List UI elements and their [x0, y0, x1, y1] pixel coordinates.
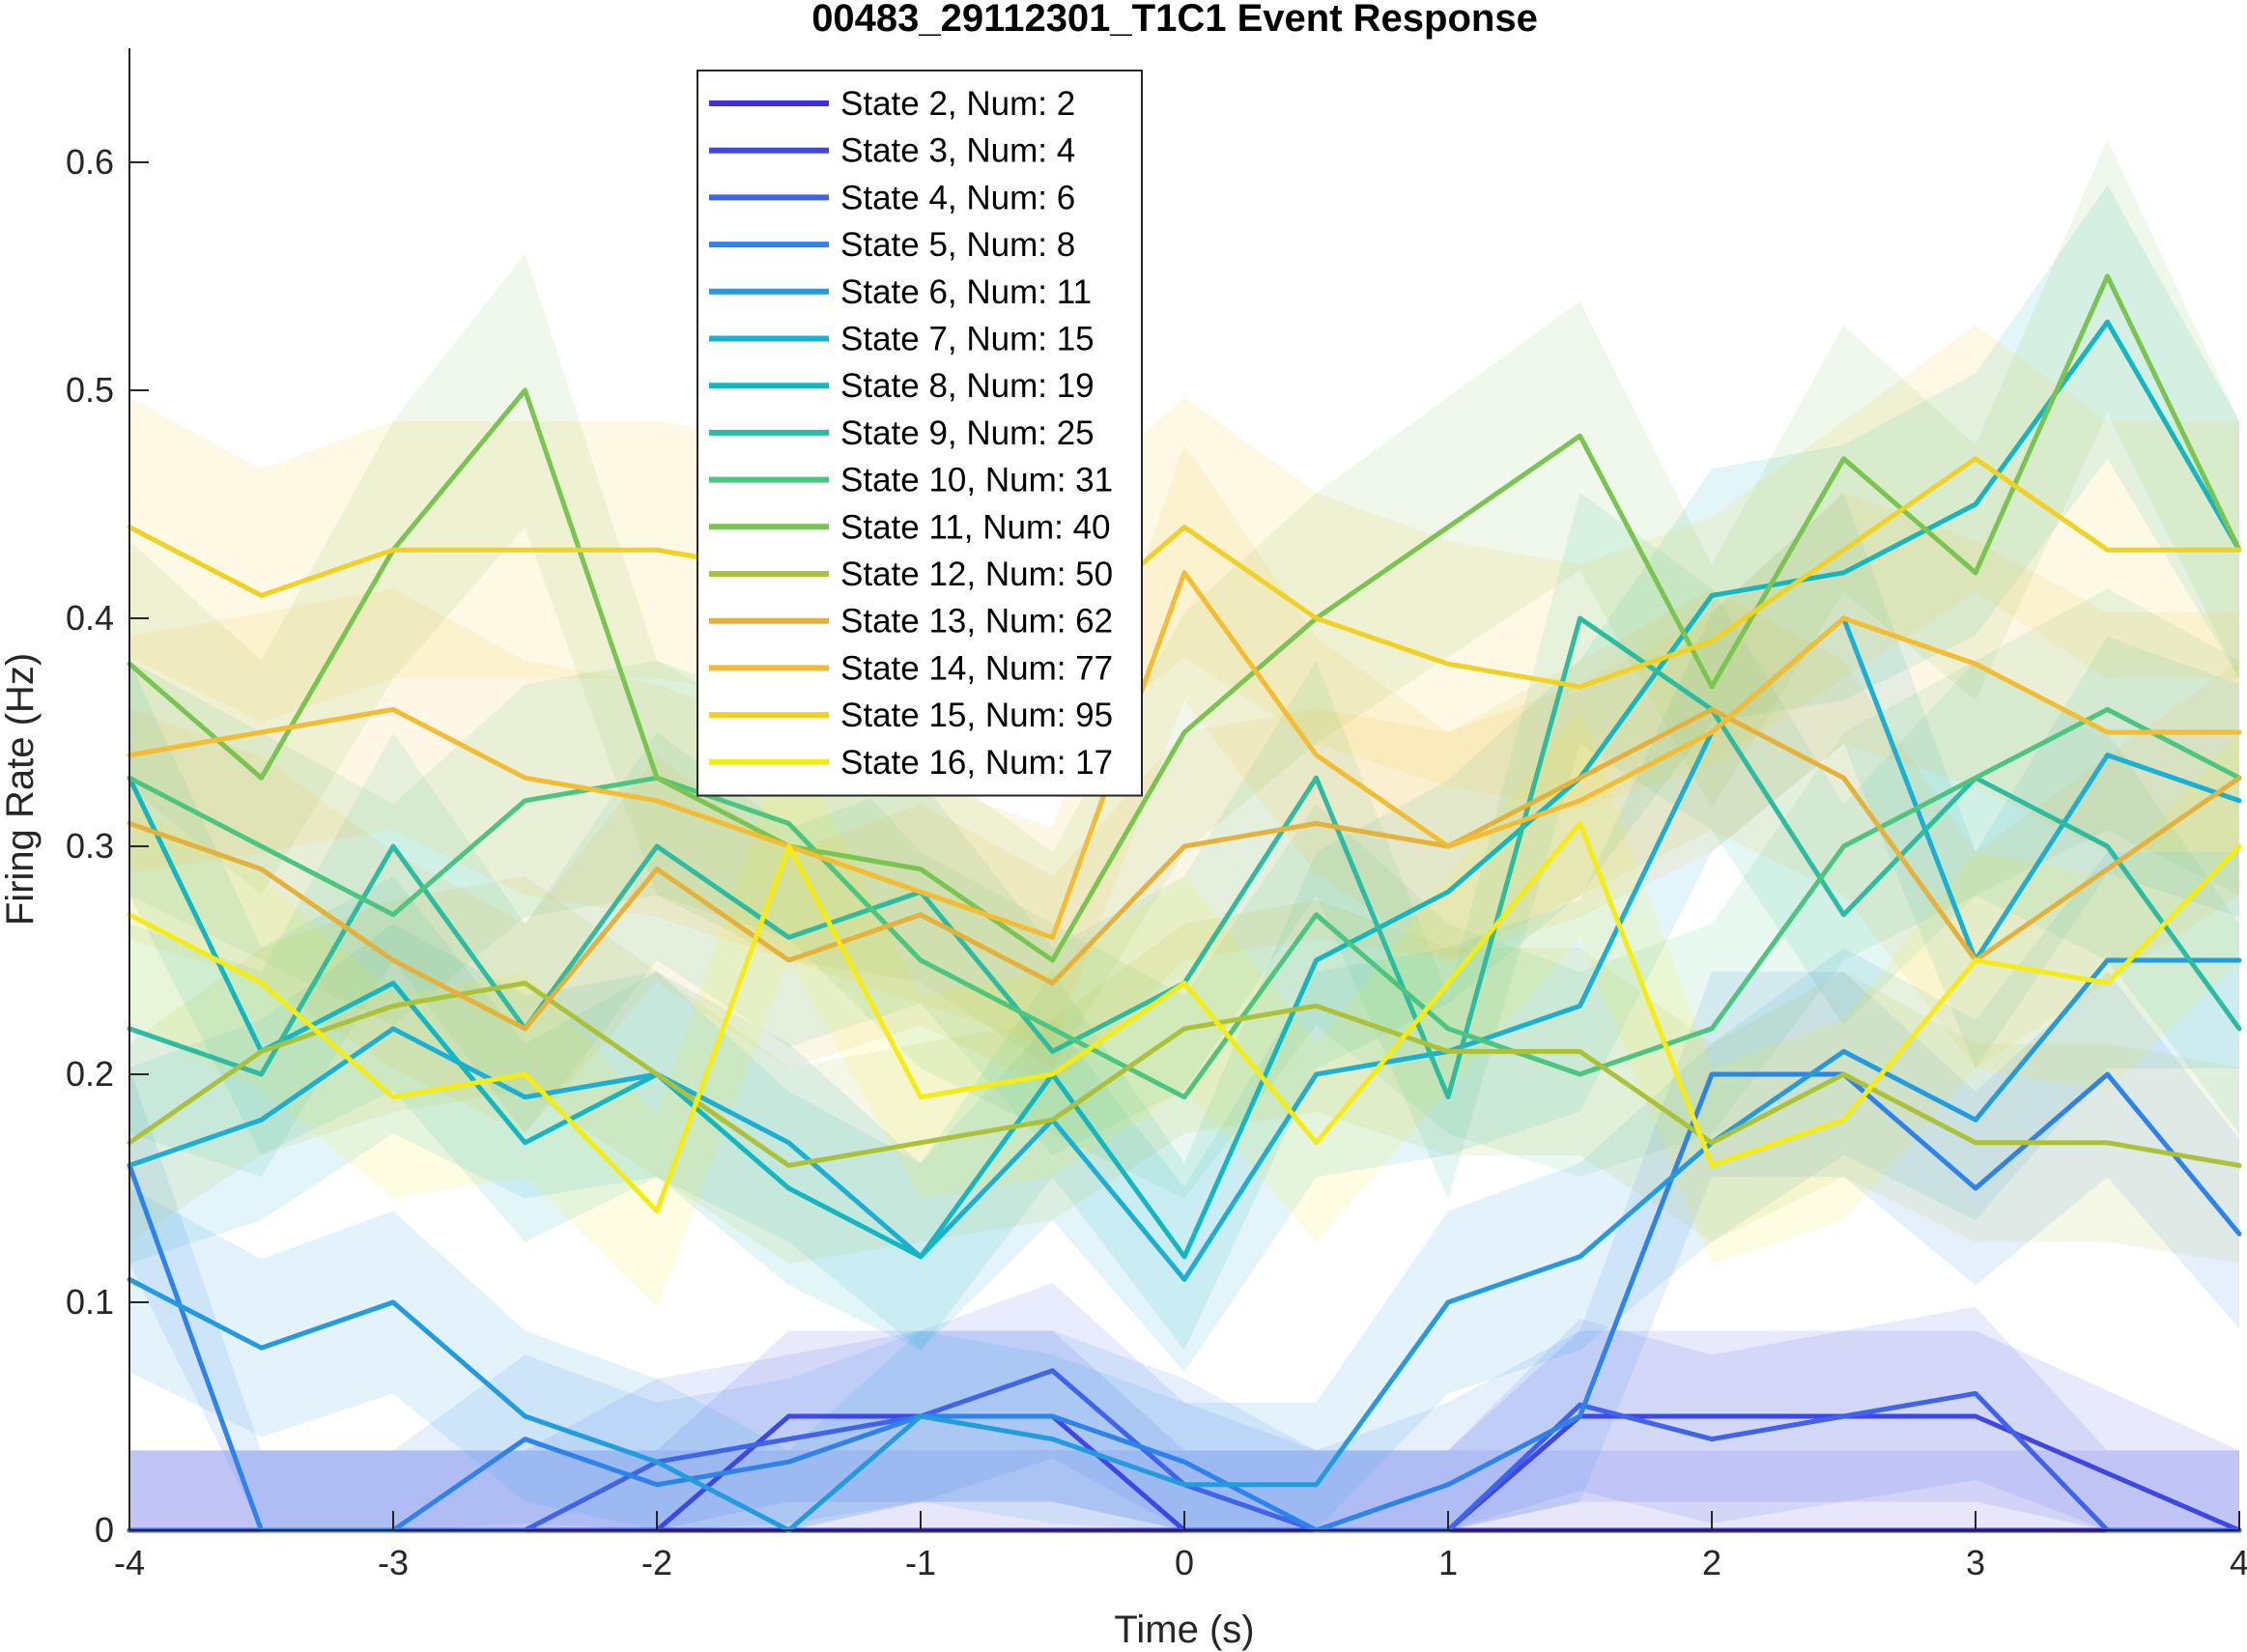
- legend-label: State 13, Num: 62: [840, 603, 1113, 641]
- x-tick-label: 3: [1966, 1543, 1985, 1582]
- confidence-band-15: [129, 708, 2239, 1307]
- x-tick-label: 1: [1438, 1543, 1458, 1582]
- legend-label: State 4, Num: 6: [840, 179, 1075, 216]
- legend-label: State 2, Num: 2: [840, 85, 1075, 123]
- x-axis-label: Time (s): [1114, 1609, 1254, 1651]
- series-line-5: [127, 957, 2242, 1533]
- series-line-4: [127, 1071, 2242, 1533]
- y-tick-label: 0.4: [66, 598, 114, 638]
- x-tick-label: -3: [378, 1543, 409, 1582]
- series-line-7: [127, 319, 2242, 1260]
- legend-label: State 8, Num: 19: [840, 367, 1095, 405]
- legend: State 2, Num: 2 State 3, Num: 4 State 4, N…: [697, 70, 1143, 797]
- confidence-band-8: [129, 493, 2239, 1199]
- series-line-14: [127, 456, 2242, 690]
- legend-label: State 15, Num: 95: [840, 697, 1113, 734]
- series-line-9: [127, 706, 2242, 1100]
- series-line-10: [127, 273, 2242, 963]
- legend-label: State 5, Num: 8: [840, 226, 1075, 264]
- confidence-band-12: [129, 588, 2239, 1134]
- legend-label: State 16, Num: 17: [840, 744, 1113, 782]
- confidence-band-10: [129, 139, 2239, 1069]
- y-tick-label: 0.2: [66, 1054, 114, 1094]
- legend-label: State 10, Num: 31: [840, 462, 1113, 499]
- legend-label: State 3, Num: 4: [840, 132, 1075, 170]
- x-tick-label: -4: [114, 1543, 145, 1582]
- series-line-13: [127, 570, 2242, 940]
- x-tick-label: 2: [1702, 1543, 1721, 1582]
- confidence-band-3: [129, 1282, 2239, 1530]
- x-tick-label: 4: [2230, 1543, 2247, 1582]
- confidence-band-2: [129, 1330, 2239, 1530]
- series-line-11: [127, 981, 2242, 1168]
- x-tick-label: -1: [905, 1543, 936, 1582]
- legend-label: State 12, Num: 50: [840, 555, 1113, 593]
- legend-label: State 6, Num: 11: [840, 273, 1092, 311]
- y-tick-label: 0.1: [66, 1282, 114, 1322]
- confidence-band-4: [129, 971, 2239, 1530]
- legend-label: State 7, Num: 15: [840, 321, 1095, 358]
- confidence-band-9: [129, 588, 2239, 1199]
- y-axis-label: Firing Rate (Hz): [0, 653, 42, 926]
- confidence-band-13: [129, 444, 2239, 1047]
- series-line-12: [127, 706, 2242, 1032]
- x-tick-label: 0: [1175, 1543, 1194, 1582]
- y-ticks: 0 0.1 0.2 0.3 0.4 0.5 0.6: [66, 142, 149, 1550]
- confidence-band-1: [129, 1450, 2239, 1530]
- y-tick-label: 0.3: [66, 826, 114, 866]
- confidence-band-7: [129, 185, 2239, 1351]
- y-tick-label: 0.6: [66, 142, 114, 182]
- x-tick-label: -2: [641, 1543, 672, 1582]
- legend-label: State 14, Num: 77: [840, 649, 1113, 687]
- y-tick-label: 0.5: [66, 370, 114, 410]
- series-lines: [127, 273, 2242, 1533]
- series-line-15: [127, 820, 2242, 1214]
- y-tick-label: 0: [95, 1510, 114, 1550]
- series-line-6: [127, 615, 2242, 1282]
- x-ticks: -4 -3 -2 -1 0 1 2 3 4: [114, 1511, 2247, 1582]
- legend-label: State 9, Num: 25: [840, 414, 1095, 452]
- chart-title: 00483_29112301_T1C1 Event Response: [811, 0, 1538, 40]
- legend-label: State 11, Num: 40: [840, 508, 1111, 546]
